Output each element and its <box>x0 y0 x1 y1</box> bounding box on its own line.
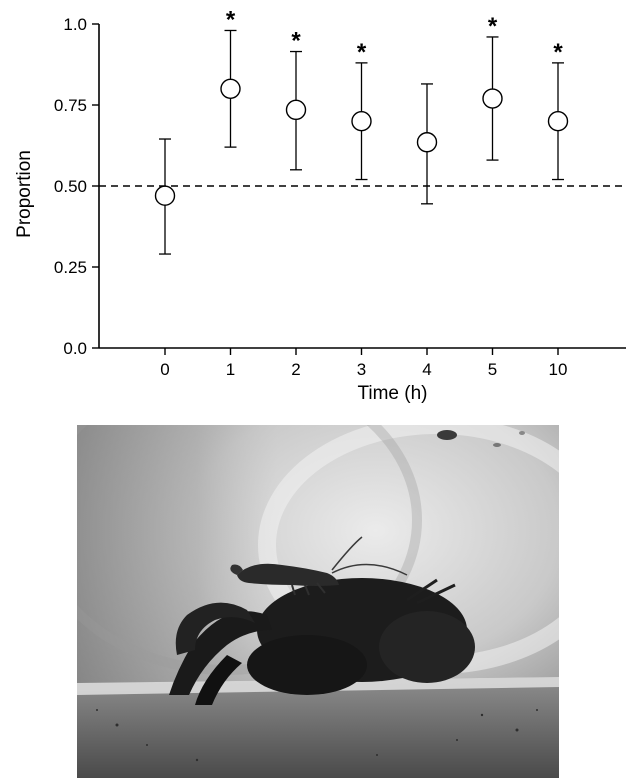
x-tick-label: 3 <box>357 360 366 379</box>
crayfish-with-shrimp-photo <box>77 425 559 778</box>
y-tick-label: 0.75 <box>54 96 87 115</box>
data-point <box>154 185 176 206</box>
x-tick-label: 2 <box>291 360 300 379</box>
x-tick-label: 5 <box>488 360 497 379</box>
significance-star: * <box>291 28 301 55</box>
data-point <box>220 78 241 100</box>
x-tick-label: 1 <box>226 360 235 379</box>
proportion-chart: 0.0 0.25 0.50 0.75 1.0 0 1 2 3 4 5 10 Time (h) Propor… <box>14 6 626 404</box>
y-tick-label: 1.0 <box>63 15 87 34</box>
data-point <box>285 99 307 121</box>
significance-star: * <box>357 39 367 66</box>
y-tick-label: 0.50 <box>54 177 87 196</box>
x-tick-label: 4 <box>422 360 431 379</box>
y-tick-label: 0.0 <box>63 339 87 358</box>
data-point <box>351 110 372 132</box>
x-tick-label: 10 <box>549 360 568 379</box>
x-axis-title: Time (h) <box>357 383 427 404</box>
data-point <box>547 110 569 132</box>
x-tick-label: 0 <box>160 360 169 379</box>
significance-star: * <box>488 13 498 40</box>
significance-star: * <box>553 39 563 66</box>
y-tick-label: 0.25 <box>54 258 87 277</box>
data-point <box>416 132 438 153</box>
data-point <box>482 88 503 109</box>
significance-star: * <box>226 6 236 33</box>
y-axis-title: Proportion <box>14 150 35 238</box>
